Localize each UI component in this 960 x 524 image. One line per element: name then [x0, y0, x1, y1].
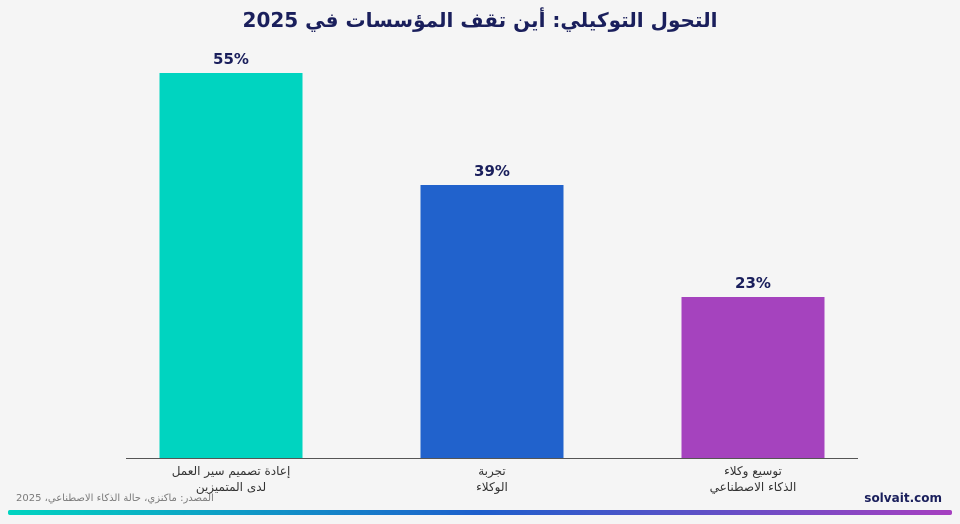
category-label-2-line-1: تجربة [478, 464, 505, 479]
bar-3 [681, 297, 825, 458]
bar-value-label-3: 23% [735, 274, 771, 292]
brand-link[interactable]: solvait.com [864, 491, 942, 505]
bar-value-label-2: 39% [474, 162, 510, 180]
category-label-3-line-2: الذكاء الاصطناعي [710, 480, 797, 494]
category-label-3-line-1: توسيع وكلاء [724, 464, 782, 479]
chart-title: التحول التوكيلي: أين تقف المؤسسات في 202… [242, 8, 718, 32]
bar-2 [420, 185, 564, 458]
gradient-footer-bar [8, 510, 952, 515]
category-label-1-line-2: لدى المتميزين [196, 480, 266, 495]
bar-1 [159, 73, 303, 458]
category-label-1-line-1: إعادة تصميم سير العمل [172, 464, 291, 479]
category-label-2-line-2: الوكلاء [476, 480, 508, 495]
source-note: المصدر: ماكنزي، حالة الذكاء الاصطناعي، 2… [16, 493, 214, 504]
bar-value-label-1: 55% [213, 50, 249, 68]
